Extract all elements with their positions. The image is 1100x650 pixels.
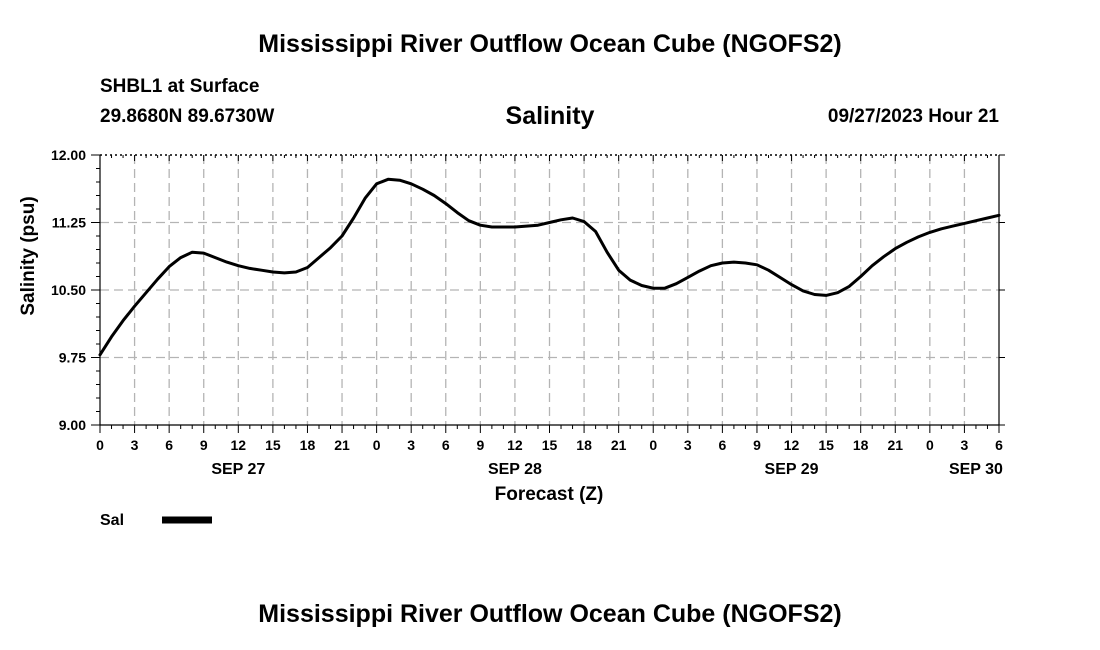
forecast-datetime: 09/27/2023 Hour 21 [827, 106, 999, 127]
x-axis-label: Forecast (Z) [495, 484, 604, 505]
date-label: SEP 28 [488, 461, 542, 478]
chart-main-title: Mississippi River Outflow Ocean Cube (NG… [258, 30, 842, 58]
x-tick-label: 6 [165, 437, 173, 453]
date-label: SEP 27 [211, 461, 265, 478]
x-tick-label: 12 [507, 437, 523, 453]
x-tick-label: 9 [753, 437, 761, 453]
x-tick-label: 18 [853, 437, 869, 453]
x-tick-label: 9 [476, 437, 484, 453]
x-tick-label: 21 [611, 437, 627, 453]
x-tick-label: 0 [373, 437, 381, 453]
series-layer [98, 177, 1001, 357]
x-tick-label: 12 [231, 437, 247, 453]
variable-title: Salinity [505, 102, 595, 130]
x-tick-label: 9 [200, 437, 208, 453]
date-label: SEP 29 [765, 461, 819, 478]
y-tick-label: 11.25 [52, 215, 86, 231]
x-tick-label: 6 [442, 437, 450, 453]
x-tick-label: 12 [784, 437, 800, 453]
tick-labels: 0 3 6 9 12 15 18 21 0 3 6 9 12 15 18 21 0 3 6 9 12 15 18 21 0 3 6 9… [51, 147, 1003, 478]
legend-label: Sal [100, 512, 124, 529]
x-tick-label: 0 [96, 437, 104, 453]
y-tick-label: 12.00 [51, 147, 86, 163]
legend: Sal [100, 512, 212, 529]
x-tick-label: 6 [718, 437, 726, 453]
y-axis-label: Salinity (psu) [18, 196, 39, 315]
footer-title: Mississippi River Outflow Ocean Cube (NG… [258, 600, 842, 628]
station-name: SHBL1 at Surface [100, 76, 260, 97]
x-tick-label: 3 [131, 437, 139, 453]
grid-lines [100, 155, 999, 425]
series-line-sal [98, 177, 1001, 357]
x-tick-label: 0 [926, 437, 934, 453]
x-tick-label: 3 [684, 437, 692, 453]
x-tick-label: 18 [576, 437, 592, 453]
x-tick-label: 18 [300, 437, 316, 453]
x-tick-label: 15 [818, 437, 834, 453]
x-tick-label: 21 [334, 437, 350, 453]
x-tick-label: 3 [961, 437, 969, 453]
x-tick-label: 21 [887, 437, 903, 453]
x-tick-label: 15 [265, 437, 281, 453]
salinity-chart: 0 3 6 9 12 15 18 21 0 3 6 9 12 15 18 21 0 3 6 9 12 15 18 21 0 3 6 9… [18, 147, 1005, 529]
date-label: SEP 30 [949, 461, 1003, 478]
x-tick-label: 6 [995, 437, 1003, 453]
y-tick-label: 10.50 [51, 282, 86, 298]
x-tick-label: 15 [542, 437, 558, 453]
axes [91, 154, 1005, 433]
station-coordinates: 29.8680N 89.6730W [100, 106, 275, 127]
x-tick-label: 0 [649, 437, 657, 453]
y-tick-label: 9.75 [59, 350, 86, 366]
x-tick-label: 3 [407, 437, 415, 453]
y-tick-label: 9.00 [59, 417, 86, 433]
